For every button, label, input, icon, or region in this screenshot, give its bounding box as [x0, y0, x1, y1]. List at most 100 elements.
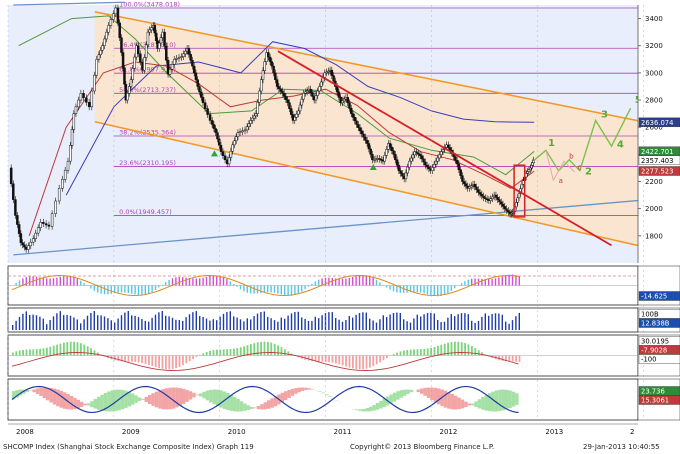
volume-bar — [185, 317, 187, 330]
oscillator-bar — [406, 285, 408, 293]
price-tag-bg — [638, 166, 680, 176]
dmi-bar — [18, 350, 21, 356]
cloud-band — [144, 396, 148, 402]
cloud-band — [39, 387, 43, 396]
candle-body — [422, 158, 425, 163]
volume-bar — [454, 316, 456, 330]
candle-body — [270, 61, 274, 67]
cloud-band — [437, 388, 441, 405]
volume-bar — [375, 322, 378, 330]
candle-body — [261, 70, 265, 80]
cloud-band — [515, 393, 519, 405]
candle-body — [194, 72, 198, 80]
footer-timestamp: 29-Jan-2013 10:40:55 — [583, 443, 660, 451]
oscillator-bar — [22, 278, 24, 286]
candle-body — [170, 64, 174, 70]
volume-bar — [202, 316, 204, 330]
candle-body — [212, 124, 216, 129]
dmi-bar — [229, 349, 232, 356]
oscillator-bar — [35, 276, 38, 286]
candle-body — [353, 117, 357, 122]
channel-lower-line — [94, 120, 644, 248]
cloud-band — [382, 398, 386, 408]
sub-panel-frame — [7, 307, 639, 333]
volume-bar — [239, 319, 242, 330]
cloud-band — [301, 387, 305, 391]
x-tick-label: 2012 — [440, 428, 458, 436]
oscillator-bar — [188, 278, 191, 286]
oscillator-bar — [369, 276, 371, 286]
cloud-band — [498, 389, 502, 412]
candle-body — [464, 183, 468, 187]
dmi-bar — [83, 344, 86, 356]
dmi-bar — [481, 352, 483, 356]
volume-bar — [199, 316, 201, 330]
dmi-bar — [365, 355, 368, 369]
volume-bar — [294, 312, 296, 330]
dmi-bar — [440, 344, 443, 356]
candle-body — [241, 130, 244, 133]
cloud-band — [284, 391, 288, 401]
candle-body — [335, 86, 339, 93]
dmi-bar — [260, 341, 262, 356]
dmi-bar — [515, 355, 517, 362]
cloud-band — [379, 400, 383, 409]
candle-body — [496, 197, 499, 200]
candle-body — [191, 59, 194, 67]
oscillator-bar — [420, 285, 422, 293]
cloud-band — [76, 399, 80, 409]
candle-body — [199, 91, 203, 98]
oscillator-bar — [267, 285, 269, 293]
candle-body — [14, 199, 17, 216]
support-line — [13, 199, 639, 256]
dmi-bar — [124, 355, 126, 362]
oscillator-signal-line — [11, 274, 519, 297]
candle-body — [208, 114, 212, 121]
volume-bar — [76, 319, 78, 330]
cloud-band — [280, 392, 284, 403]
candle-body — [530, 165, 533, 169]
candle-body — [27, 245, 30, 250]
candle-body — [144, 44, 148, 58]
candle-body — [251, 117, 254, 121]
cloud-band — [56, 389, 60, 407]
candle-body — [526, 171, 529, 174]
cloud-band — [124, 390, 128, 408]
candle-body — [236, 132, 240, 137]
buy-signal-marker — [369, 163, 377, 170]
volume-bar — [114, 322, 116, 330]
candle-body — [401, 173, 404, 177]
volume-bar — [124, 312, 126, 330]
oscillator-bar — [389, 285, 391, 290]
oscillator-bar — [93, 285, 95, 291]
alt-wave-label: b — [569, 152, 574, 160]
dmi-bar — [464, 343, 466, 356]
candle-body — [23, 244, 26, 248]
candle-body — [42, 222, 45, 224]
volume-bar — [474, 322, 476, 330]
candle-body — [517, 193, 521, 199]
dmi-bar — [284, 349, 286, 356]
volume-bar — [311, 320, 313, 330]
candle-body — [408, 160, 411, 168]
x-tick-label: 2011 — [334, 428, 352, 436]
y-axis-background — [638, 5, 680, 263]
volume-bar — [246, 318, 248, 330]
volume-bar — [443, 321, 446, 330]
oscillator-bar — [270, 285, 272, 293]
cloud-band — [355, 409, 359, 411]
volume-bar — [32, 314, 34, 330]
cloud-band — [151, 393, 155, 406]
candle-body — [231, 144, 234, 152]
dmi-bar — [392, 354, 395, 356]
volume-bar — [338, 319, 340, 330]
candle-body — [364, 136, 367, 141]
cloud-band — [229, 394, 233, 411]
candle-body — [339, 97, 342, 104]
dmi-bar — [318, 355, 320, 362]
oscillator-bar — [90, 285, 92, 289]
candle-body — [369, 148, 372, 155]
dmi-bar — [69, 341, 72, 356]
candle-body — [47, 224, 51, 227]
